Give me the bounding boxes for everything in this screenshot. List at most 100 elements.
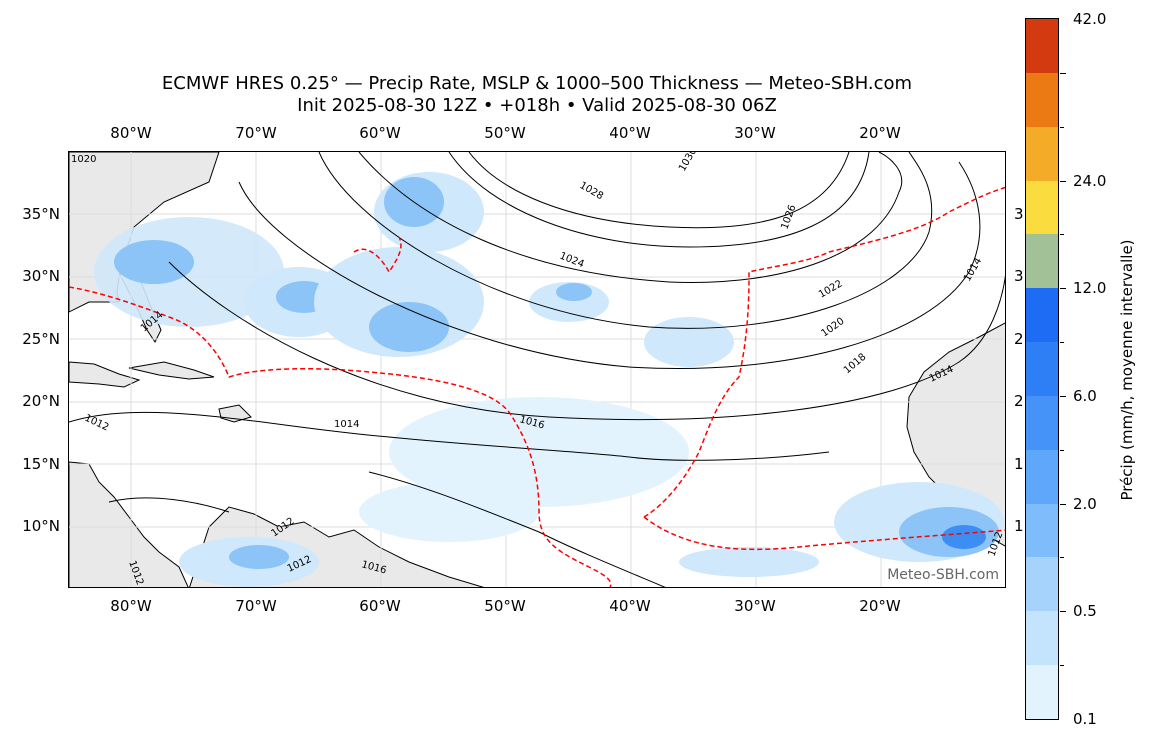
colorbar-tick [1060, 180, 1066, 182]
colorbar-segment [1026, 234, 1058, 289]
precip-area [229, 545, 289, 569]
colorbar-segment [1026, 557, 1058, 612]
longitude-tick-label: 40°W [609, 597, 651, 615]
isobar-line [108, 497, 230, 513]
isobar-line [448, 152, 870, 248]
isobar-line [69, 411, 830, 461]
thickness-line [69, 286, 612, 587]
colorbar-segment [1026, 503, 1058, 558]
colorbar-tick [1060, 342, 1064, 344]
isobar-label: 1014 [334, 419, 359, 430]
colorbar-tick-label: 12.0 [1073, 279, 1107, 298]
latitude-tick-label: 30°N [22, 267, 60, 285]
isobar-line [368, 471, 666, 587]
colorbar-tick [1060, 288, 1066, 290]
latitude-tick-label: 20°N [22, 392, 60, 410]
isobar-label: 1014 [962, 256, 984, 284]
longitude-tick-label: 70°W [235, 124, 277, 142]
latitude-tick-label: 15°N [22, 455, 60, 473]
colorbar-tick [1060, 665, 1064, 667]
isobar-line [168, 261, 1005, 420]
isobar-label: 1024 [558, 251, 586, 271]
longitude-tick-label: 40°W [609, 124, 651, 142]
longitude-tick-label: 30°W [734, 124, 776, 142]
central-america [69, 461, 189, 587]
latitude-tick-label: 25°N [22, 330, 60, 348]
colorbar-tick-label: 24.0 [1073, 171, 1107, 190]
colorbar-tick-label: 42.0 [1073, 10, 1107, 28]
longitude-tick-label: 80°W [110, 597, 152, 615]
colorbar-segment [1026, 288, 1058, 343]
colorbar-tick-label: 0.1 [1073, 710, 1097, 728]
precip-area [644, 317, 734, 367]
colorbar-tick-label: 0.5 [1073, 602, 1097, 621]
colorbar-segment [1026, 449, 1058, 504]
thickness-layer [69, 186, 1005, 587]
isobar-layer [69, 152, 1005, 587]
cuba-island [128, 361, 215, 380]
yucatan-mexico [69, 361, 141, 388]
colorbar-tick [1060, 611, 1066, 613]
isobar-label: 1026 [779, 203, 798, 231]
clipped-label: 1 [1014, 455, 1024, 473]
longitude-tick-label: 70°W [235, 597, 277, 615]
isobar-label: 1030 [677, 152, 699, 174]
precip-area [369, 302, 449, 352]
watermark-text: Meteo-SBH.com [887, 567, 999, 583]
colorbar-tick [1060, 557, 1064, 559]
precip-area [389, 397, 689, 507]
isobar-line [468, 152, 850, 229]
thickness-line [643, 516, 1005, 551]
colorbar [1025, 18, 1066, 720]
thickness-line [643, 186, 1005, 518]
colorbar-segment [1026, 395, 1058, 450]
map-panel: 1020 1030 1028 1026 1024 1022 1020 1018 … [68, 151, 1006, 588]
colorbar-segment [1026, 341, 1058, 396]
hispaniola-island [218, 404, 252, 423]
clipped-label: 2 [1014, 392, 1024, 410]
clipped-label: 2 [1014, 330, 1024, 348]
colorbar-segment [1026, 126, 1058, 181]
colorbar-tick [1060, 503, 1066, 505]
latitude-tick-label: 10°N [22, 517, 60, 535]
isobar-label: 1022 [817, 278, 845, 300]
colorbar-tick [1060, 449, 1064, 451]
isobar-label: 1018 [842, 352, 869, 377]
colorbar-segment [1026, 18, 1058, 73]
isobar-line [238, 161, 981, 370]
thickness-line [353, 236, 402, 274]
precip-area [114, 240, 194, 284]
precip-area [359, 482, 539, 542]
precip-area [942, 525, 986, 549]
longitude-tick-label: 20°W [859, 124, 901, 142]
map-title-line-2: Init 2025-08-30 12Z • +018h • Valid 2025… [297, 95, 777, 116]
longitude-tick-label: 60°W [359, 124, 401, 142]
longitude-tick-label: 50°W [484, 597, 526, 615]
longitude-tick-label: 20°W [859, 597, 901, 615]
precip-area [556, 283, 592, 301]
colorbar-tick-label: 6.0 [1073, 386, 1097, 405]
precip-area [679, 547, 819, 577]
colorbar-tick [1060, 72, 1066, 74]
colorbar-segment [1026, 72, 1058, 127]
colorbar-title-text: Précip (mm/h, moyenne intervalle) [1118, 239, 1136, 501]
longitude-tick-label: 60°W [359, 597, 401, 615]
isobar-label: 1028 [578, 180, 606, 202]
colorbar-tick [1060, 234, 1064, 236]
colorbar-tick-label: 2.0 [1073, 494, 1097, 513]
colorbar-tick [1060, 395, 1066, 397]
longitude-tick-label: 80°W [110, 124, 152, 142]
colorbar-segment [1026, 180, 1058, 235]
clipped-label: 3 [1014, 267, 1024, 285]
isobar-label: 1020 [71, 154, 96, 165]
isobar-line [358, 152, 902, 283]
clipped-label: 3 [1014, 205, 1024, 223]
isobar-label: 1020 [819, 316, 846, 340]
precipitation-layer [94, 172, 1004, 587]
isobar-line [318, 152, 933, 329]
map-title-line-1: ECMWF HRES 0.25° — Precip Rate, MSLP & 1… [161, 73, 913, 94]
colorbar-tick [1060, 126, 1064, 128]
clipped-label: 1 [1014, 517, 1024, 535]
colorbar-segment [1026, 611, 1058, 666]
longitude-tick-label: 30°W [734, 597, 776, 615]
